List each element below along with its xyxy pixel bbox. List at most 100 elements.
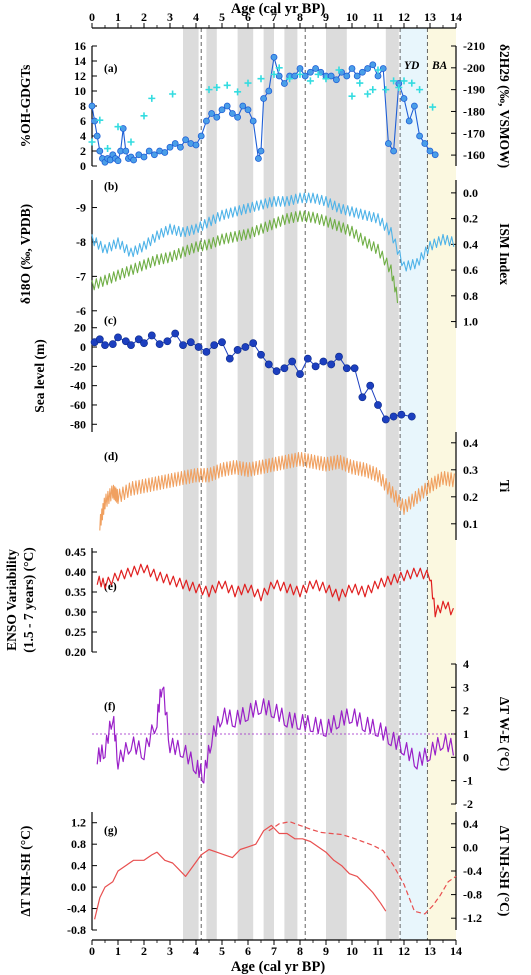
x-tick-label-top: 1	[115, 10, 121, 24]
y-tick-label-b-right: 0.0	[463, 186, 478, 200]
d2h-point	[369, 86, 377, 94]
oh-gdgt-point	[176, 143, 184, 151]
y-tick-label-b-right: 0.6	[463, 263, 478, 277]
oh-gdgt-point	[244, 106, 252, 114]
x-tick-label-top: 6	[245, 10, 251, 24]
x-tick-label-bottom: 12	[398, 944, 410, 958]
d2h-point	[335, 66, 343, 74]
x-tick-label-bottom: 1	[115, 944, 121, 958]
y-tick-label-a-left: 4	[80, 129, 86, 143]
sea-level-point	[134, 335, 143, 344]
y-tick-label-f-right: 4	[463, 657, 469, 671]
x-tick-label-bottom: 6	[245, 944, 251, 958]
ism-line	[91, 210, 399, 304]
oh-gdgt-point	[96, 147, 104, 155]
x-tick-label-top: 0	[89, 10, 95, 24]
oh-gdgt-point	[145, 147, 153, 155]
y-tick-label-c-left: -40	[70, 379, 86, 393]
oh-gdgt-point	[421, 140, 429, 147]
d18o-line	[91, 192, 455, 272]
oh-gdgt-point	[119, 125, 127, 132]
sea-level-point	[397, 410, 406, 419]
yd-interval-label: YD	[404, 60, 420, 72]
grey-band-4	[284, 28, 298, 940]
enso-line	[96, 563, 454, 618]
y-tick-label-g-left: 0.0	[71, 880, 86, 894]
oh-gdgt-point	[405, 117, 413, 125]
oh-gdgt-point	[348, 65, 356, 72]
d2h-point	[169, 90, 177, 98]
y-tick-label-a-left: 12	[74, 69, 86, 83]
oh-gdgt-point	[171, 140, 179, 147]
y-tick-label-b-left: -8	[76, 235, 86, 249]
y-axis-title-d-right: Ti	[497, 480, 512, 493]
oh-gdgt-point	[353, 72, 361, 80]
oh-gdgt-point	[431, 151, 439, 159]
oh-gdgt-point	[327, 72, 335, 80]
oh-gdgt-point	[192, 141, 200, 149]
grey-band-0	[183, 28, 199, 940]
x-tick-label-top: 11	[372, 10, 383, 24]
sea-level-point	[194, 343, 203, 351]
grey-band-5	[326, 28, 347, 940]
y-tick-label-a-left: 14	[74, 54, 86, 68]
y-tick-label-a-left: 16	[74, 39, 86, 53]
y-tick-label-c-left: 0	[80, 340, 86, 354]
oh-gdgt-point	[239, 102, 247, 110]
panel-label: (g)	[104, 825, 118, 837]
sea-level-point	[171, 329, 180, 338]
grey-band-2	[237, 28, 254, 940]
sea-level-point	[249, 339, 258, 348]
d2h-point	[148, 94, 156, 102]
y-tick-label-b-left: -6	[76, 304, 86, 318]
y-tick-label-a-left: 6	[80, 114, 86, 128]
y-tick-label-g-left: -0.4	[67, 902, 86, 916]
x-tick-label-top: 7	[271, 10, 277, 24]
y-tick-label-c-left: -80	[70, 417, 86, 431]
oh-gdgt-point	[358, 68, 366, 76]
y-axis-title-e-left: ENSO Variability (1.5 - 7 years) (°C)	[4, 547, 36, 653]
y-tick-label-a-right: -180	[463, 104, 485, 118]
x-tick-label-bottom: 8	[297, 944, 303, 958]
dt-nh-sh-solid-line	[94, 824, 387, 920]
sea-level-point	[127, 341, 135, 350]
axes-layer: 0 1 2 3 4 5 6 7 8 9 10 11 12 13 140 1 2 3 4 5 6 7 8 9 10 11 12 13 14…	[4, 10, 512, 958]
d2h-point	[223, 81, 231, 89]
x-tick-label-top: 8	[297, 10, 303, 24]
sea-level-point	[179, 341, 187, 350]
oh-gdgt-point	[257, 147, 265, 155]
d2h-point	[374, 66, 382, 74]
y-tick-label-g-right: 0.4	[463, 817, 478, 831]
y-tick-label-a-left: 0	[80, 159, 86, 173]
y-tick-label-a-right: -190	[463, 83, 485, 97]
sea-level-point	[140, 339, 148, 348]
sea-level-point	[350, 364, 359, 373]
y-axis-title-f-right: ΔT W-E (°C)	[497, 697, 512, 771]
sea-level-point	[210, 341, 219, 350]
y-tick-label-d-right: 0.1	[463, 517, 478, 531]
oh-gdgt-point	[306, 68, 314, 76]
y-axis-title-g-left: ΔT NH-SH (°C)	[18, 826, 33, 917]
y-tick-label-f-right: 0	[463, 750, 469, 764]
y-tick-label-b-right: 0.8	[463, 289, 478, 303]
x-tick-label-bottom: 7	[271, 944, 277, 958]
d2h-point	[205, 86, 213, 94]
oh-gdgt-point	[260, 95, 268, 102]
y-tick-label-f-right: 1	[463, 727, 469, 741]
x-tick-label-bottom: 0	[89, 944, 95, 958]
d2h-point	[275, 64, 283, 72]
oh-gdgt-point	[208, 110, 216, 117]
oh-gdgt-point	[390, 147, 398, 155]
d2h-point	[322, 75, 330, 83]
y-tick-label-a-left: 10	[74, 84, 86, 98]
sea-level-point	[241, 343, 250, 351]
oh-gdgt-point	[213, 113, 221, 121]
oh-gdgt-point	[374, 72, 382, 80]
d2h-point	[314, 70, 322, 78]
y-tick-label-g-left: 1.2	[71, 816, 86, 830]
d2h-point	[364, 90, 372, 98]
oh-gdgt-point	[166, 143, 174, 151]
y-tick-label-a-left: 2	[80, 144, 86, 158]
sea-level-point	[280, 364, 289, 373]
